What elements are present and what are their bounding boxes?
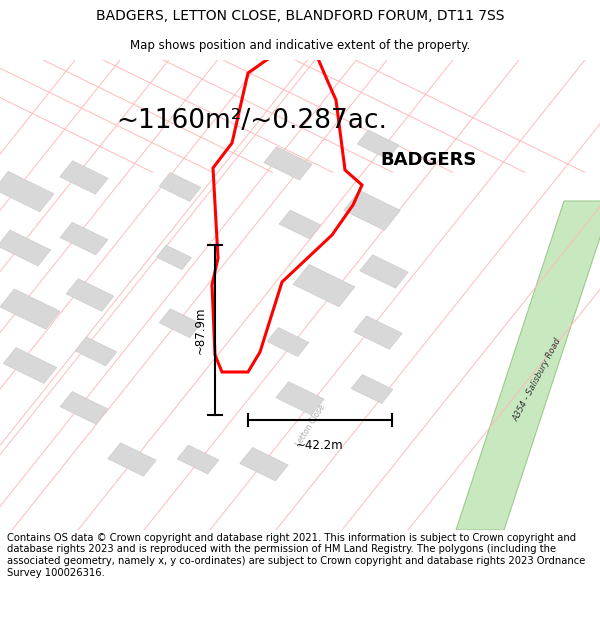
- Text: BADGERS, LETTON CLOSE, BLANDFORD FORUM, DT11 7SS: BADGERS, LETTON CLOSE, BLANDFORD FORUM, …: [96, 9, 504, 23]
- Polygon shape: [344, 191, 400, 231]
- Polygon shape: [293, 264, 355, 307]
- Polygon shape: [177, 445, 219, 474]
- Text: Letton Close: Letton Close: [293, 402, 326, 448]
- Polygon shape: [60, 222, 108, 255]
- Polygon shape: [3, 348, 57, 383]
- Polygon shape: [360, 255, 408, 288]
- Text: Map shows position and indicative extent of the property.: Map shows position and indicative extent…: [130, 39, 470, 52]
- Polygon shape: [60, 161, 108, 194]
- Polygon shape: [75, 337, 117, 366]
- Polygon shape: [276, 382, 324, 415]
- Text: A354 - Salisbury Road: A354 - Salisbury Road: [511, 336, 563, 422]
- Polygon shape: [357, 130, 399, 159]
- Polygon shape: [456, 201, 600, 530]
- Polygon shape: [267, 328, 309, 356]
- Polygon shape: [0, 289, 60, 329]
- Polygon shape: [0, 171, 54, 212]
- Polygon shape: [159, 309, 201, 338]
- Polygon shape: [279, 210, 321, 239]
- Polygon shape: [159, 173, 201, 201]
- Polygon shape: [264, 147, 312, 180]
- Polygon shape: [66, 279, 114, 311]
- Polygon shape: [0, 230, 51, 266]
- Text: BADGERS: BADGERS: [380, 151, 476, 169]
- Polygon shape: [354, 316, 402, 349]
- Polygon shape: [60, 391, 108, 424]
- Text: Contains OS data © Crown copyright and database right 2021. This information is : Contains OS data © Crown copyright and d…: [7, 533, 586, 578]
- Polygon shape: [240, 448, 288, 481]
- Polygon shape: [157, 245, 191, 269]
- Polygon shape: [351, 374, 393, 404]
- Text: ~42.2m: ~42.2m: [296, 439, 344, 452]
- Text: ~1160m²/~0.287ac.: ~1160m²/~0.287ac.: [116, 108, 388, 134]
- Text: ~87.9m: ~87.9m: [193, 306, 206, 354]
- Polygon shape: [108, 442, 156, 476]
